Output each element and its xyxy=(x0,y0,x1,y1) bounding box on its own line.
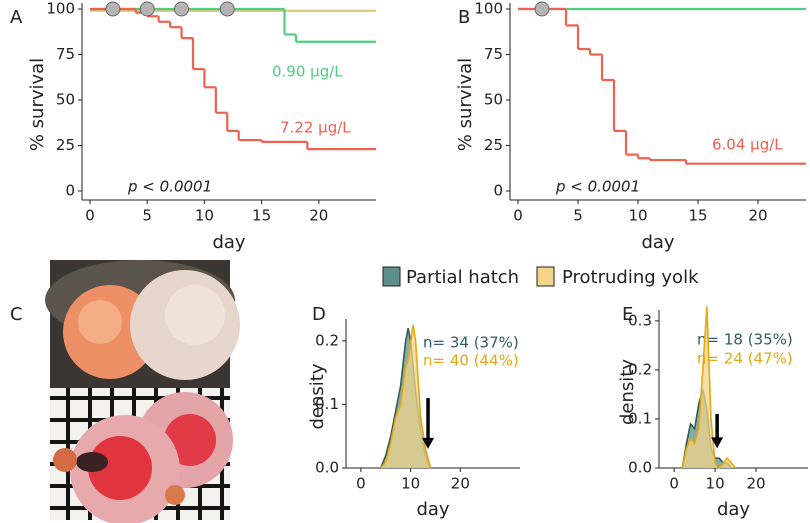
x-tick-label: 10 xyxy=(628,207,647,225)
y-tick-label: 25 xyxy=(56,136,75,154)
x-axis-label: day xyxy=(212,232,245,253)
y-tick-label: 0.3 xyxy=(628,311,652,329)
x-tick-label: 10 xyxy=(195,207,214,225)
p-value: p < 0.0001 xyxy=(555,178,640,196)
y-tick-label: 0 xyxy=(493,182,503,200)
y-tick-label: 100 xyxy=(474,0,503,18)
x-tick-label: 20 xyxy=(746,475,765,493)
x-tick-label: 10 xyxy=(706,475,725,493)
x-tick-label: 0 xyxy=(356,475,366,493)
y-tick-label: 0.0 xyxy=(628,459,652,477)
panel-label: B xyxy=(458,7,470,28)
y-tick-label: 0.2 xyxy=(628,360,652,378)
count-label: n= 24 (47%) xyxy=(697,350,793,368)
count-label: n= 34 (37%) xyxy=(423,334,519,352)
x-tick-label: 0 xyxy=(669,475,679,493)
x-tick-label: 20 xyxy=(309,207,328,225)
y-tick-label: 50 xyxy=(56,91,75,109)
legend-swatch xyxy=(382,266,401,287)
x-tick-label: 15 xyxy=(252,207,271,225)
x-tick-label: 0 xyxy=(85,207,95,225)
x-tick-label: 15 xyxy=(688,207,707,225)
series-label: 0.90 μg/L xyxy=(272,63,343,81)
series-label: 7.22 μg/L xyxy=(280,119,351,137)
x-tick-label: 10 xyxy=(401,475,420,493)
x-tick-label: 20 xyxy=(748,207,767,225)
y-tick-label: 25 xyxy=(484,136,503,154)
x-axis-label: day xyxy=(641,232,674,253)
x-tick-label: 0 xyxy=(513,207,523,225)
marker xyxy=(139,1,155,17)
arrow-head xyxy=(422,437,435,449)
panel-label: E xyxy=(622,304,633,325)
y-tick-label: 0.0 xyxy=(315,459,339,477)
p-value: p < 0.0001 xyxy=(127,178,212,196)
density-curve xyxy=(380,324,432,469)
legend-swatch xyxy=(536,266,555,287)
x-tick-label: 5 xyxy=(142,207,152,225)
photo xyxy=(45,260,240,523)
panel-label: A xyxy=(10,7,23,28)
x-axis-label: day xyxy=(416,499,449,520)
y-tick-label: 100 xyxy=(46,0,75,18)
y-tick-label: 75 xyxy=(56,45,75,63)
y-tick-label: 0 xyxy=(65,182,75,200)
marker xyxy=(105,1,121,17)
marker xyxy=(219,1,235,17)
legend-label: Protruding yolk xyxy=(562,267,699,288)
y-tick-label: 0.2 xyxy=(315,331,339,349)
count-label: n= 40 (44%) xyxy=(423,352,519,370)
marker xyxy=(174,1,190,17)
arrow-head xyxy=(711,437,724,449)
y-tick-label: 50 xyxy=(484,91,503,109)
count-label: n= 18 (35%) xyxy=(697,331,793,349)
panel-label: C xyxy=(10,304,23,325)
y-tick-label: 75 xyxy=(484,45,503,63)
x-tick-label: 20 xyxy=(451,475,470,493)
series-label: 6.04 μg/L xyxy=(712,136,783,154)
y-axis-label: % survival xyxy=(27,58,48,151)
x-axis-label: day xyxy=(717,499,750,520)
marker xyxy=(534,1,550,17)
y-tick-label: 0.1 xyxy=(628,409,652,427)
y-axis-label: % survival xyxy=(455,58,476,151)
y-axis-label: density xyxy=(617,359,638,425)
y-axis-label: density xyxy=(307,363,328,429)
y-tick-label: 0.1 xyxy=(315,395,339,413)
panel-label: D xyxy=(312,304,326,325)
density-curve xyxy=(681,306,737,470)
legend-label: Partial hatch xyxy=(406,267,519,288)
x-tick-label: 5 xyxy=(573,207,583,225)
